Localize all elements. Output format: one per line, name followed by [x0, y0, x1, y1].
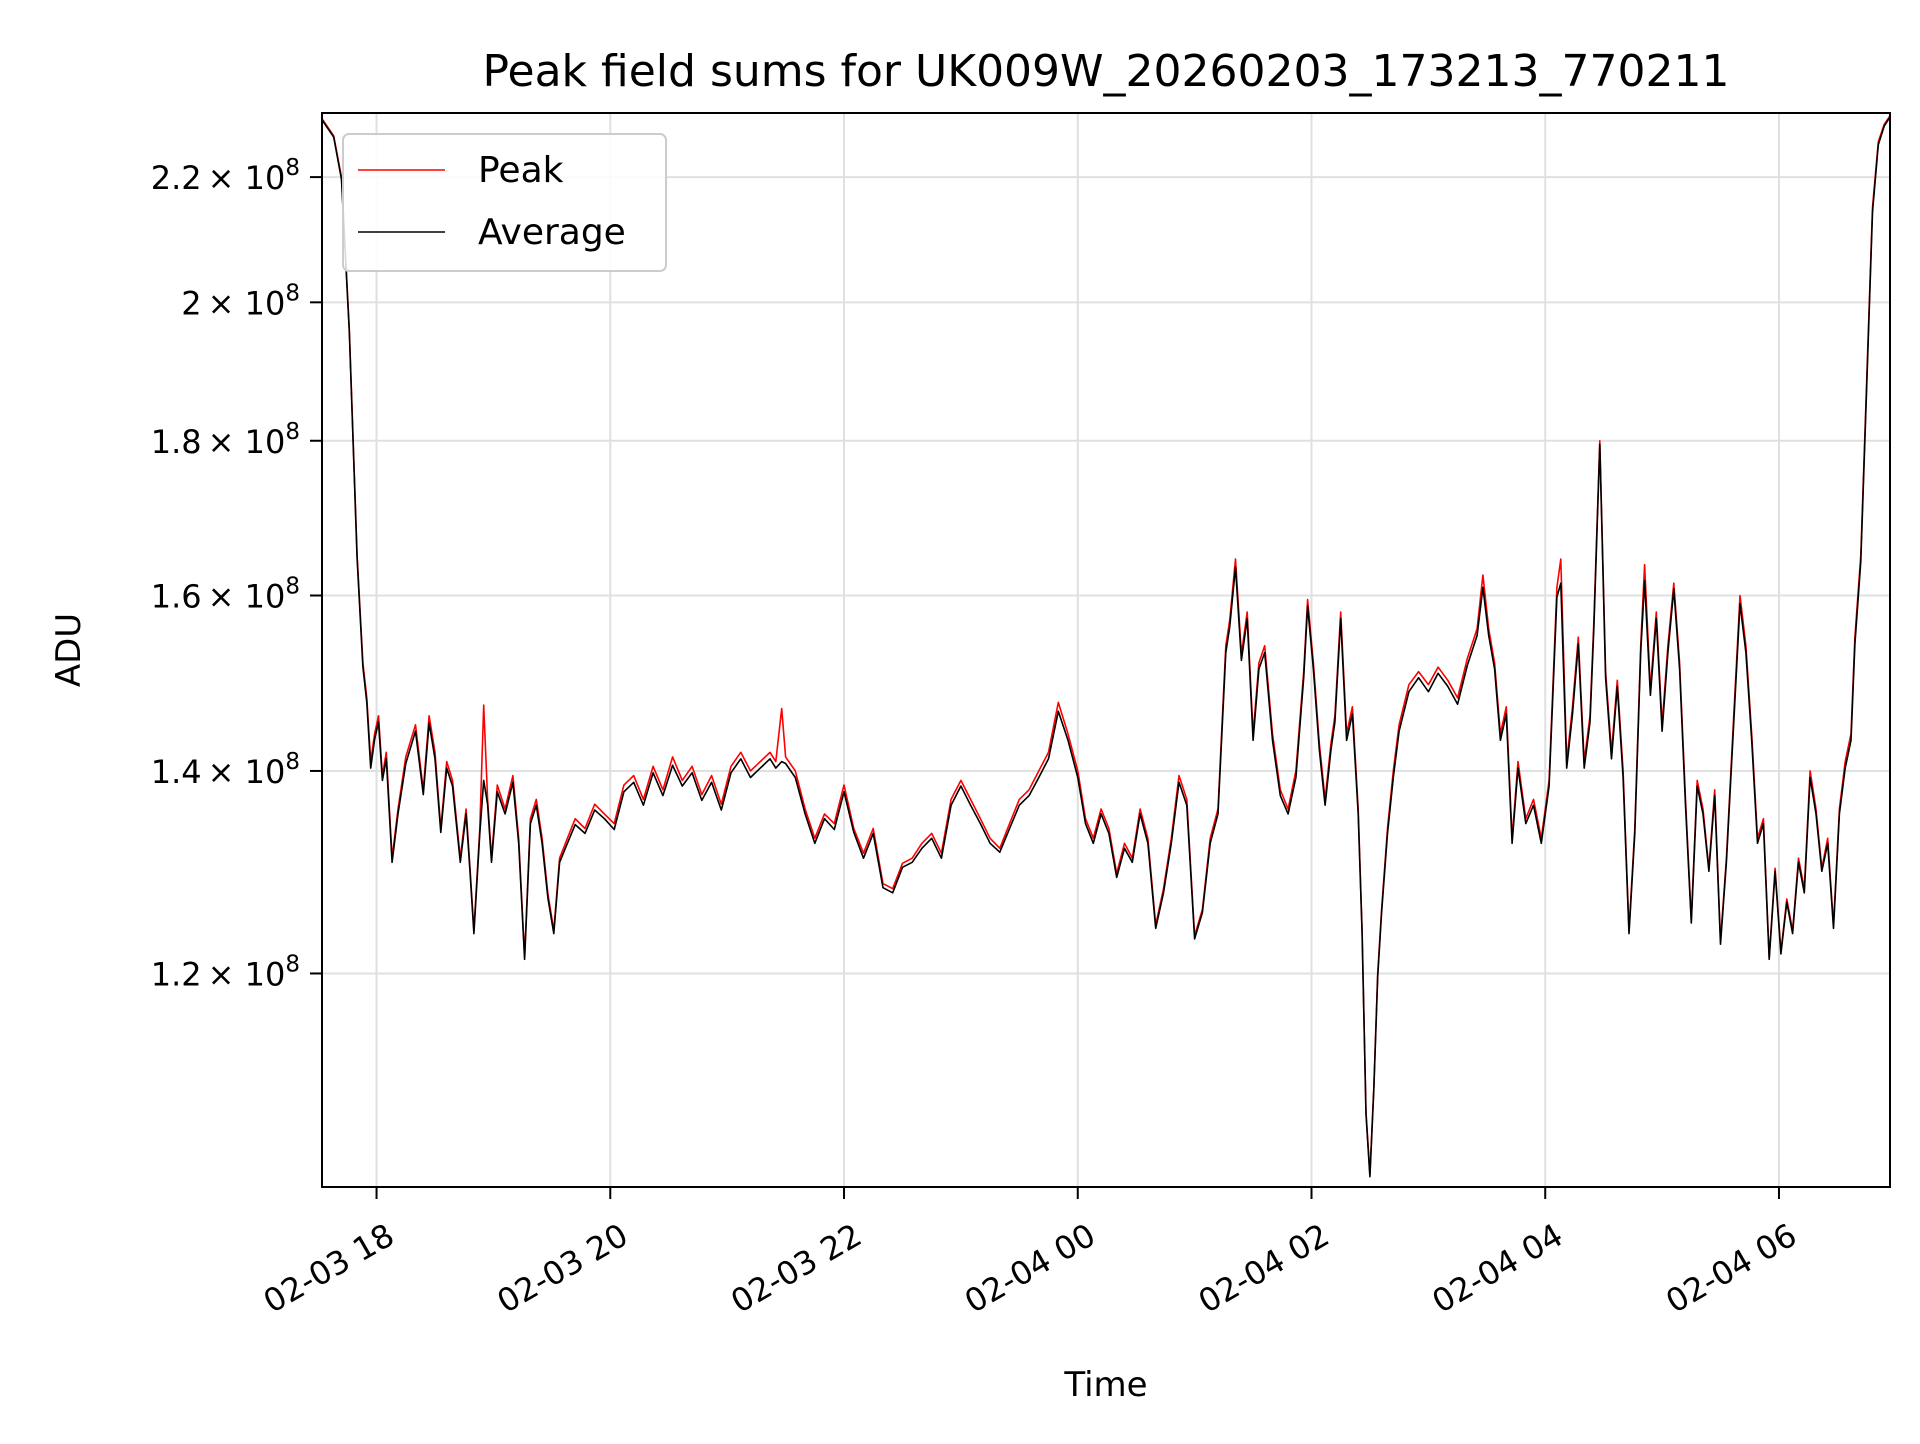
y-tick-exponent: 8: [285, 951, 300, 977]
y-tick-mantissa: 2: [181, 284, 201, 322]
legend-box: [342, 133, 667, 272]
legend-label-average: Average: [478, 212, 626, 253]
y-tick-base: × 10: [208, 159, 286, 197]
chart-title: Peak field sums for UK009W_20260203_1732…: [483, 46, 1730, 97]
y-tick-label: 1.2 × 108: [151, 951, 300, 993]
y-tick-base: × 10: [208, 423, 286, 461]
y-tick-mantissa: 2.2: [151, 159, 202, 197]
y-tick-base: × 10: [208, 284, 286, 322]
series-line-average: [322, 116, 1890, 1178]
y-tick-label: 2.2 × 108: [151, 155, 300, 197]
y-tick-exponent: 8: [285, 155, 300, 181]
y-tick-label: 2 × 108: [181, 280, 300, 322]
y-tick-label: 1.8 × 108: [151, 419, 300, 461]
y-tick-exponent: 8: [285, 419, 300, 445]
legend: Peak Average: [342, 133, 667, 272]
y-tick-label: 1.4 × 108: [151, 749, 300, 791]
y-tick-mantissa: 1.4: [151, 753, 202, 791]
y-axis-title: ADU: [49, 613, 89, 687]
y-tick-base: × 10: [208, 753, 286, 791]
legend-label-peak: Peak: [478, 150, 564, 191]
y-tick-mantissa: 1.6: [151, 578, 202, 616]
y-tick-mantissa: 1.8: [151, 423, 202, 461]
y-tick-label: 1.6 × 108: [151, 574, 300, 616]
x-axis-title: Time: [1063, 1365, 1147, 1405]
y-tick-mantissa: 1.2: [151, 955, 202, 993]
y-tick-exponent: 8: [285, 280, 300, 306]
y-tick-base: × 10: [208, 578, 286, 616]
y-tick-exponent: 8: [285, 574, 300, 600]
plot-frame: [321, 112, 1891, 1188]
plot-series: [322, 115, 1890, 1178]
y-tick-exponent: 8: [285, 749, 300, 775]
y-tick-base: × 10: [208, 955, 286, 993]
